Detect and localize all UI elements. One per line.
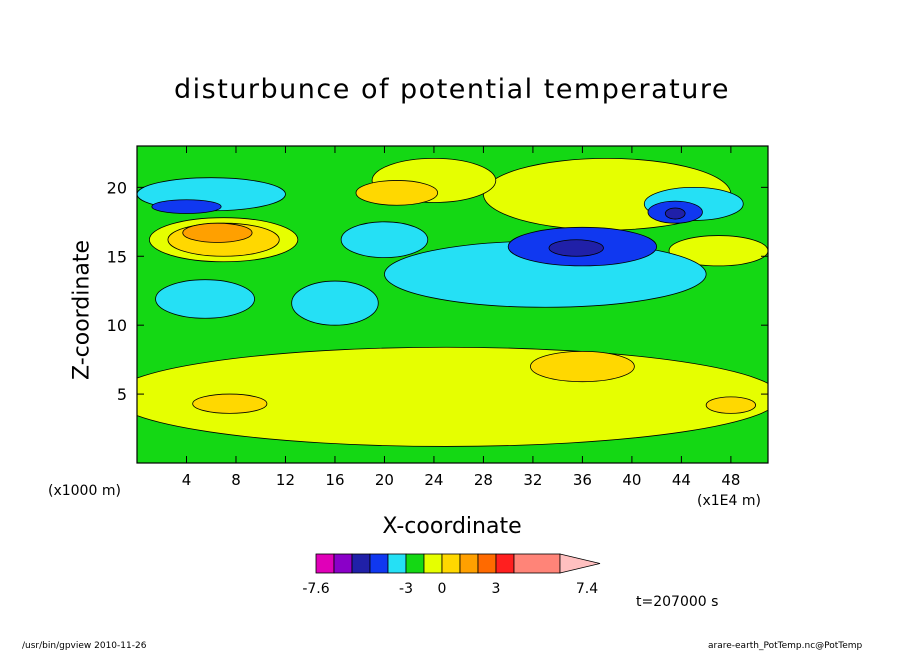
footer-file-variable: arare-earth_PotTemp.nc@PotTemp xyxy=(708,641,863,651)
x-tick-label: 4 xyxy=(182,471,192,489)
x-tick-label: 24 xyxy=(424,471,443,489)
colorbar-swatch-10 xyxy=(495,553,515,574)
x-axis-label: X-coordinate xyxy=(382,514,522,539)
colorbar-label: 7.4 xyxy=(576,581,598,597)
colorbar-label: -3 xyxy=(399,581,413,597)
contour-region-20 xyxy=(548,239,604,257)
x-scale-note: (x1E4 m) xyxy=(697,493,761,509)
y-tick-label: 15 xyxy=(107,247,127,266)
plot-frame xyxy=(136,145,769,464)
contour-region-21 xyxy=(664,207,686,220)
contour-region-6 xyxy=(355,180,439,206)
contour-region-13 xyxy=(155,279,255,319)
colorbar-label: -7.6 xyxy=(302,581,329,597)
x-tick-label: 40 xyxy=(622,471,641,489)
contour-region-4 xyxy=(668,235,768,267)
colorbar-label: 3 xyxy=(492,581,501,597)
contour-region-10 xyxy=(182,222,253,243)
colorbar-extend-triangle xyxy=(559,553,601,574)
colorbar-swatch-3 xyxy=(369,553,389,574)
y-axis-ticks: 5 10 15 20 xyxy=(107,178,768,404)
x-tick-label: 20 xyxy=(375,471,394,489)
colorbar-swatch-8 xyxy=(459,553,479,574)
colorbar-swatch-0 xyxy=(315,553,335,574)
contour-region-8 xyxy=(192,393,268,414)
contour-region-5 xyxy=(530,350,635,383)
x-tick-label: 36 xyxy=(573,471,592,489)
colorbar-swatch-2 xyxy=(351,553,371,574)
y-tick-label: 20 xyxy=(107,178,127,197)
colorbar-swatch-9 xyxy=(477,553,497,574)
x-tick-label: 44 xyxy=(672,471,691,489)
colorbar-swatch-5 xyxy=(405,553,425,574)
contour-region-18 xyxy=(151,199,222,214)
x-tick-label: 16 xyxy=(325,471,344,489)
x-tick-label: 48 xyxy=(721,471,740,489)
y-tick-label: 5 xyxy=(117,385,127,404)
time-label: t=207000 s xyxy=(636,594,719,610)
y-axis-label: Z-coordinate xyxy=(69,240,95,380)
y-tick-label: 10 xyxy=(107,316,127,335)
contour-region-12 xyxy=(291,280,379,326)
colorbar-swatch-11 xyxy=(513,553,561,574)
chart-title: disturbunce of potential temperature xyxy=(174,74,730,105)
x-axis-ticks: 4 8 12 16 20 24 28 32 36 40 44 48 xyxy=(182,146,740,489)
contour-region-9 xyxy=(705,396,757,414)
colorbar-swatch-1 xyxy=(333,553,353,574)
x-tick-label: 12 xyxy=(276,471,295,489)
x-unit-note: (x1000 m) xyxy=(48,483,121,499)
colorbar-swatch-7 xyxy=(441,553,461,574)
x-tick-label: 8 xyxy=(231,471,241,489)
colorbar-swatch-6 xyxy=(423,553,443,574)
colorbar-swatch-4 xyxy=(387,553,407,574)
x-tick-label: 28 xyxy=(474,471,493,489)
plot-area xyxy=(137,146,768,463)
x-tick-label: 32 xyxy=(523,471,542,489)
colorbar: -7.6 -3 0 3 7.4 xyxy=(302,553,601,597)
colorbar-label: 0 xyxy=(438,581,447,597)
contour-region-15 xyxy=(340,221,429,259)
contour-regions xyxy=(137,158,768,447)
footer-program-date: /usr/bin/gpview 2010-11-26 xyxy=(22,641,147,651)
